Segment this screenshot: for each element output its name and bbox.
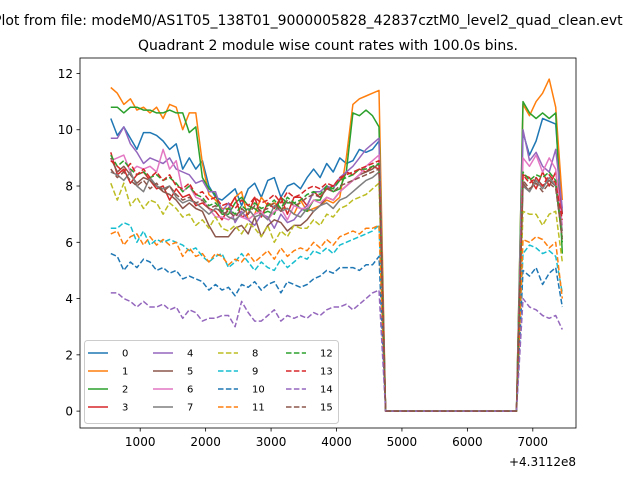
legend-label-13: 13 <box>320 367 333 378</box>
legend-label-11: 11 <box>252 403 265 414</box>
y-tick-label: 12 <box>58 67 73 81</box>
legend-label-12: 12 <box>320 349 333 360</box>
x-axis-offset-label: +4.3112e8 <box>509 455 576 469</box>
series-line-13 <box>110 159 564 412</box>
figure-suptitle: Plot from file: modeM0/AS1T05_138T01_900… <box>0 13 623 29</box>
y-axis: 0 2 4 6 8 10 12 <box>58 67 80 419</box>
legend-label-9: 9 <box>252 367 258 378</box>
x-axis: 1000 2000 3000 4000 5000 6000 7000 <box>125 428 548 449</box>
x-tick-label: 3000 <box>256 435 287 449</box>
x-tick-label: 5000 <box>387 435 418 449</box>
series-line-10 <box>110 252 564 412</box>
y-tick-label: 8 <box>65 180 73 194</box>
legend-label-0: 0 <box>122 349 128 360</box>
legend-label-10: 10 <box>252 385 265 396</box>
series-lines <box>110 78 564 412</box>
legend-label-15: 15 <box>320 403 333 414</box>
x-tick-label: 7000 <box>518 435 549 449</box>
legend-label-14: 14 <box>320 385 333 396</box>
legend-label-1: 1 <box>122 367 128 378</box>
plot-frame <box>79 57 577 429</box>
y-tick-label: 2 <box>65 348 73 362</box>
legend-label-8: 8 <box>252 349 258 360</box>
y-tick-label: 6 <box>65 236 73 250</box>
x-tick-label: 6000 <box>452 435 483 449</box>
legend-box <box>84 340 339 424</box>
legend-label-6: 6 <box>187 385 193 396</box>
legend-label-3: 3 <box>122 403 128 414</box>
y-tick-label: 0 <box>65 405 73 419</box>
x-tick-label: 1000 <box>125 435 156 449</box>
y-tick-label: 4 <box>65 292 73 306</box>
legend-label-7: 7 <box>187 403 193 414</box>
series-line-15 <box>110 168 564 412</box>
y-tick-label: 10 <box>58 123 73 137</box>
legend-label-5: 5 <box>187 367 193 378</box>
x-tick-label: 2000 <box>190 435 221 449</box>
legend-label-2: 2 <box>122 385 128 396</box>
legend-label-4: 4 <box>187 349 193 360</box>
series-line-14 <box>110 289 563 412</box>
x-tick-label: 4000 <box>321 435 352 449</box>
chart-title: Quadrant 2 module wise count rates with … <box>138 38 518 54</box>
